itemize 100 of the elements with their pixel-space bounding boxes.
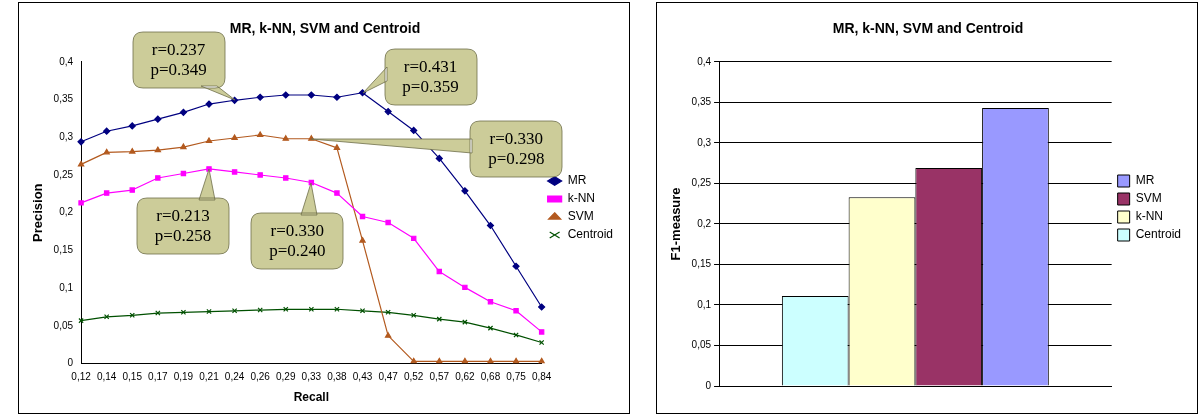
x-tick-label: 0,62 xyxy=(455,371,476,383)
point xyxy=(461,187,469,195)
y-tick-label: 0 xyxy=(67,357,74,369)
x-tick-label: 0,38 xyxy=(327,371,348,383)
x-tick-label: 0,15 xyxy=(122,371,143,383)
y-tick-label: 0,35 xyxy=(691,96,712,108)
x-axis-title: Recall xyxy=(293,390,330,405)
annotation: r=0.330 p=0.240 xyxy=(269,220,326,261)
annotation: r=0.431 p=0.359 xyxy=(402,56,459,97)
y-tick-label: 0,35 xyxy=(53,93,74,105)
x-tick-label: 0,52 xyxy=(403,371,424,383)
point xyxy=(385,309,391,316)
legend-label: MR xyxy=(1135,173,1155,188)
point xyxy=(385,219,391,226)
x-tick-label: 0,33 xyxy=(301,371,322,383)
point xyxy=(359,308,366,314)
point xyxy=(512,262,520,270)
y-axis-title: Precision xyxy=(30,183,46,242)
point xyxy=(307,91,315,99)
point xyxy=(538,329,545,335)
point xyxy=(538,357,545,364)
point xyxy=(103,148,110,155)
y-axis-title: F1-measure xyxy=(668,187,684,261)
y-tick-label: 0,2 xyxy=(697,217,712,229)
y-tick-label: 0,4 xyxy=(697,55,712,67)
x-tick-label: 0,29 xyxy=(276,371,296,383)
point xyxy=(128,122,136,130)
point xyxy=(436,357,443,364)
y-tick-label: 0,1 xyxy=(697,298,712,310)
point xyxy=(334,190,340,196)
chart-title: MR, k-NN, SVM and Centroid xyxy=(229,20,421,37)
legend-label: k-NN xyxy=(1135,209,1163,224)
point xyxy=(256,131,264,138)
y-tick-label: 0,15 xyxy=(691,258,712,270)
x-tick-label: 0,84 xyxy=(531,371,552,383)
point xyxy=(283,175,289,181)
legend-label: SVM xyxy=(567,209,594,224)
point xyxy=(308,306,315,312)
y-tick-label: 0,05 xyxy=(53,319,74,331)
y-tick-label: 0,1 xyxy=(59,281,74,293)
point xyxy=(461,357,469,364)
chart-title: MR, k-NN, SVM and Centroid xyxy=(832,20,1024,37)
x-tick-label: 0,21 xyxy=(199,371,220,383)
legend-label: SVM xyxy=(1135,191,1162,206)
y-tick-label: 0,4 xyxy=(59,55,74,67)
point xyxy=(462,284,468,291)
y-tick-label: 0,3 xyxy=(59,131,74,142)
legend-label: k-NN xyxy=(567,191,595,206)
point xyxy=(282,135,289,141)
y-tick-label: 0,15 xyxy=(53,244,74,256)
x-tick-label: 0,14 xyxy=(96,371,117,383)
point xyxy=(334,306,340,312)
legend-label: MR xyxy=(567,173,587,188)
point xyxy=(256,93,264,101)
point xyxy=(180,143,187,150)
annotation: r=0.213 p=0.258 xyxy=(154,205,212,246)
point xyxy=(512,357,520,364)
point xyxy=(384,332,392,338)
x-tick-label: 0,24 xyxy=(224,371,245,383)
point xyxy=(384,108,392,116)
point xyxy=(487,325,494,331)
point xyxy=(410,126,418,135)
x-tick-label: 0,17 xyxy=(148,371,168,383)
y-tick-label: 0,25 xyxy=(691,177,712,189)
x-tick-label: 0,43 xyxy=(352,371,373,383)
point xyxy=(231,169,238,175)
point xyxy=(154,146,162,153)
point xyxy=(78,200,84,206)
y-tick-label: 0 xyxy=(705,379,712,391)
y-tick-label: 0,05 xyxy=(691,339,712,351)
point xyxy=(257,172,263,178)
point xyxy=(231,308,238,314)
x-tick-label: 0,75 xyxy=(506,371,527,383)
x-tick-label: 0,12 xyxy=(71,371,92,383)
point xyxy=(154,115,162,123)
x-tick-label: 0,19 xyxy=(173,371,194,383)
x-tick-label: 0,57 xyxy=(429,371,450,383)
x-tick-label: 0,26 xyxy=(250,371,271,383)
point xyxy=(257,307,263,313)
point xyxy=(103,127,111,135)
point xyxy=(206,308,212,315)
point xyxy=(129,312,135,319)
point xyxy=(155,310,161,316)
point xyxy=(282,91,290,99)
point xyxy=(179,108,188,116)
point xyxy=(129,147,136,154)
point xyxy=(180,309,187,316)
point xyxy=(77,160,85,167)
point xyxy=(410,357,417,364)
x-tick-label: 0,47 xyxy=(378,371,399,383)
point xyxy=(487,299,494,305)
point xyxy=(435,154,443,162)
point xyxy=(538,303,546,311)
point xyxy=(103,314,110,320)
y-tick-label: 0,25 xyxy=(53,168,74,180)
point xyxy=(436,316,443,322)
annotation: r=0.330 p=0.298 xyxy=(488,128,545,169)
point xyxy=(359,237,366,243)
point xyxy=(487,357,494,364)
point xyxy=(513,308,519,314)
